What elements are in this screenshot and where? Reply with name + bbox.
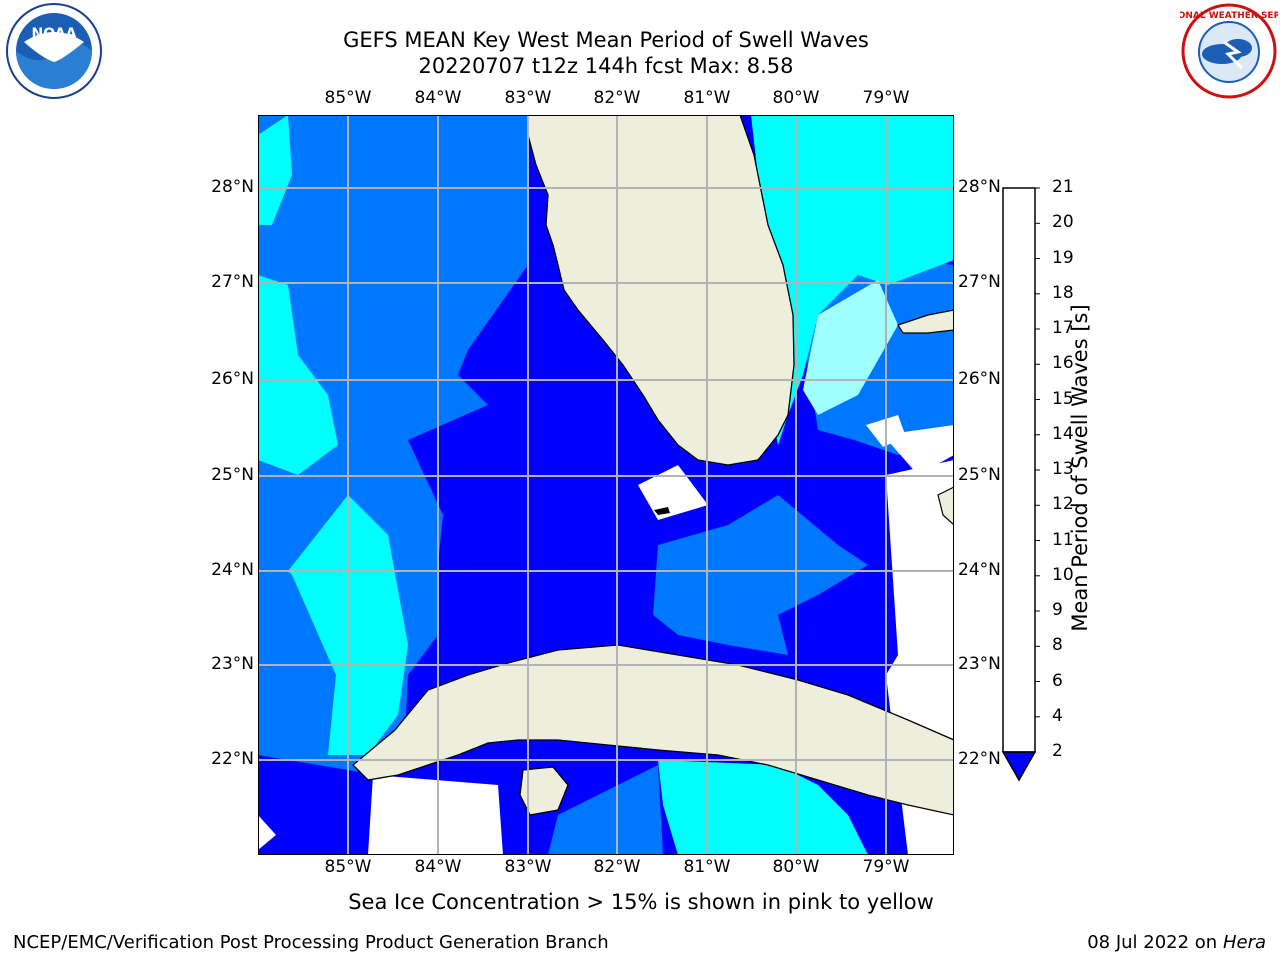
lon-label-bottom-84: 84°W	[414, 857, 462, 877]
colorbar-tick-label: 21	[1052, 177, 1074, 197]
undefined-cuba-west	[368, 775, 503, 855]
footer-date: 08 Jul 2022 on Hera	[1087, 932, 1266, 953]
lat-label-right-27: 27°N	[958, 272, 1001, 292]
colorbar-tick-label: 14	[1052, 423, 1074, 444]
lon-label-bottom-79: 79°W	[862, 857, 910, 877]
colorbar-tick-label: 12	[1052, 494, 1074, 515]
land-keys	[654, 507, 670, 515]
lat-label-right-22: 22°N	[958, 749, 1001, 769]
band-8-9-atlantic	[803, 280, 898, 415]
colorbar-tick-label: 17	[1052, 318, 1074, 338]
lat-label-right-25: 25°N	[958, 465, 1001, 485]
colorbar-cells	[1035, 187, 1040, 718]
band-4-6-northwest	[258, 115, 292, 225]
lat-label-left-24: 24°N	[211, 560, 254, 580]
colorbar-tick-label: 10	[1052, 564, 1074, 585]
lat-label-right-28: 28°N	[958, 177, 1001, 197]
colorbar-extend-arrow	[1001, 751, 1037, 782]
sea-ice-note: Sea Ice Concentration > 15% is shown in …	[348, 890, 934, 914]
title-line-2: 20220707 t12z 144h fcst Max: 8.58	[418, 54, 794, 78]
colorbar-tick-label: 18	[1052, 282, 1074, 303]
lon-label-top-85: 85°W	[324, 88, 372, 108]
land-isla-juventud	[519, 766, 569, 816]
nws-logo: NATIONAL WEATHER SERVICE	[1180, 3, 1278, 99]
noaa-logo-text: NOAA	[32, 26, 77, 42]
colorbar-tick-label: 8	[1052, 635, 1063, 656]
title-line-1: GEFS MEAN Key West Mean Period of Swell …	[343, 28, 869, 52]
colorbar-tick-label: 16	[1052, 353, 1074, 374]
lat-label-right-23: 23°N	[958, 654, 1001, 674]
lat-label-right-24: 24°N	[958, 560, 1001, 580]
footer-credit: NCEP/EMC/Verification Post Processing Pr…	[13, 932, 609, 953]
band-4-6-west	[258, 275, 338, 475]
lat-label-left-26: 26°N	[211, 369, 254, 389]
footer-host: Hera	[1222, 932, 1266, 953]
colorbar-tick-label: 20	[1052, 212, 1074, 233]
land-grand-bahama	[897, 309, 954, 334]
lon-label-top-84: 84°W	[414, 88, 462, 108]
nws-logo-text: NATIONAL WEATHER SERVICE	[1180, 11, 1278, 21]
swell-period-map	[258, 115, 954, 855]
lon-label-top-79: 79°W	[862, 88, 910, 108]
land-andros	[937, 486, 954, 526]
colorbar-tick-label: 19	[1052, 247, 1074, 268]
colorbar-tick-label: 13	[1052, 459, 1074, 479]
lon-label-bottom-80: 80°W	[772, 857, 820, 877]
band-2-4-sw	[258, 715, 308, 755]
footer-date-text: 08 Jul 2022 on	[1087, 932, 1223, 953]
land-florida	[527, 115, 795, 466]
lon-label-bottom-85: 85°W	[324, 857, 372, 877]
colorbar-tick-label: 4	[1052, 705, 1063, 726]
colorbar-tick-label: 6	[1052, 670, 1063, 691]
lat-label-left-25: 25°N	[211, 465, 254, 485]
lat-label-left-22: 22°N	[211, 749, 254, 769]
noaa-logo: NOAA	[6, 3, 102, 99]
lon-label-top-80: 80°W	[772, 88, 820, 108]
colorbar-label: Mean Period of Swell Waves [s]	[1068, 304, 1092, 632]
colorbar	[1001, 187, 1040, 782]
colorbar-tick-label: 11	[1052, 529, 1074, 550]
band-2-4-west	[258, 115, 528, 855]
lon-label-bottom-82: 82°W	[593, 857, 641, 877]
lon-label-bottom-83: 83°W	[504, 857, 552, 877]
lat-label-right-26: 26°N	[958, 369, 1001, 389]
band-2-4-south	[548, 765, 663, 855]
band-4-6-atlantic	[751, 115, 954, 445]
colorbar-frame	[1002, 187, 1036, 753]
lon-label-bottom-81: 81°W	[683, 857, 731, 877]
undefined-keys	[638, 465, 708, 520]
colorbar-tick-label: 2	[1052, 741, 1063, 761]
colorbar-tick-label: 9	[1052, 600, 1063, 620]
gridlines	[258, 115, 954, 855]
colorbar-tick-label: 15	[1052, 388, 1074, 409]
lat-label-left-28: 28°N	[211, 177, 254, 197]
lat-label-left-27: 27°N	[211, 272, 254, 292]
lon-label-top-82: 82°W	[593, 88, 641, 108]
lat-label-left-23: 23°N	[211, 654, 254, 674]
land-cuba	[352, 644, 954, 816]
lon-label-top-81: 81°W	[683, 88, 731, 108]
lon-label-top-83: 83°W	[504, 88, 552, 108]
band-4-6-south	[658, 760, 868, 855]
undefined-sw-corner	[258, 815, 276, 850]
